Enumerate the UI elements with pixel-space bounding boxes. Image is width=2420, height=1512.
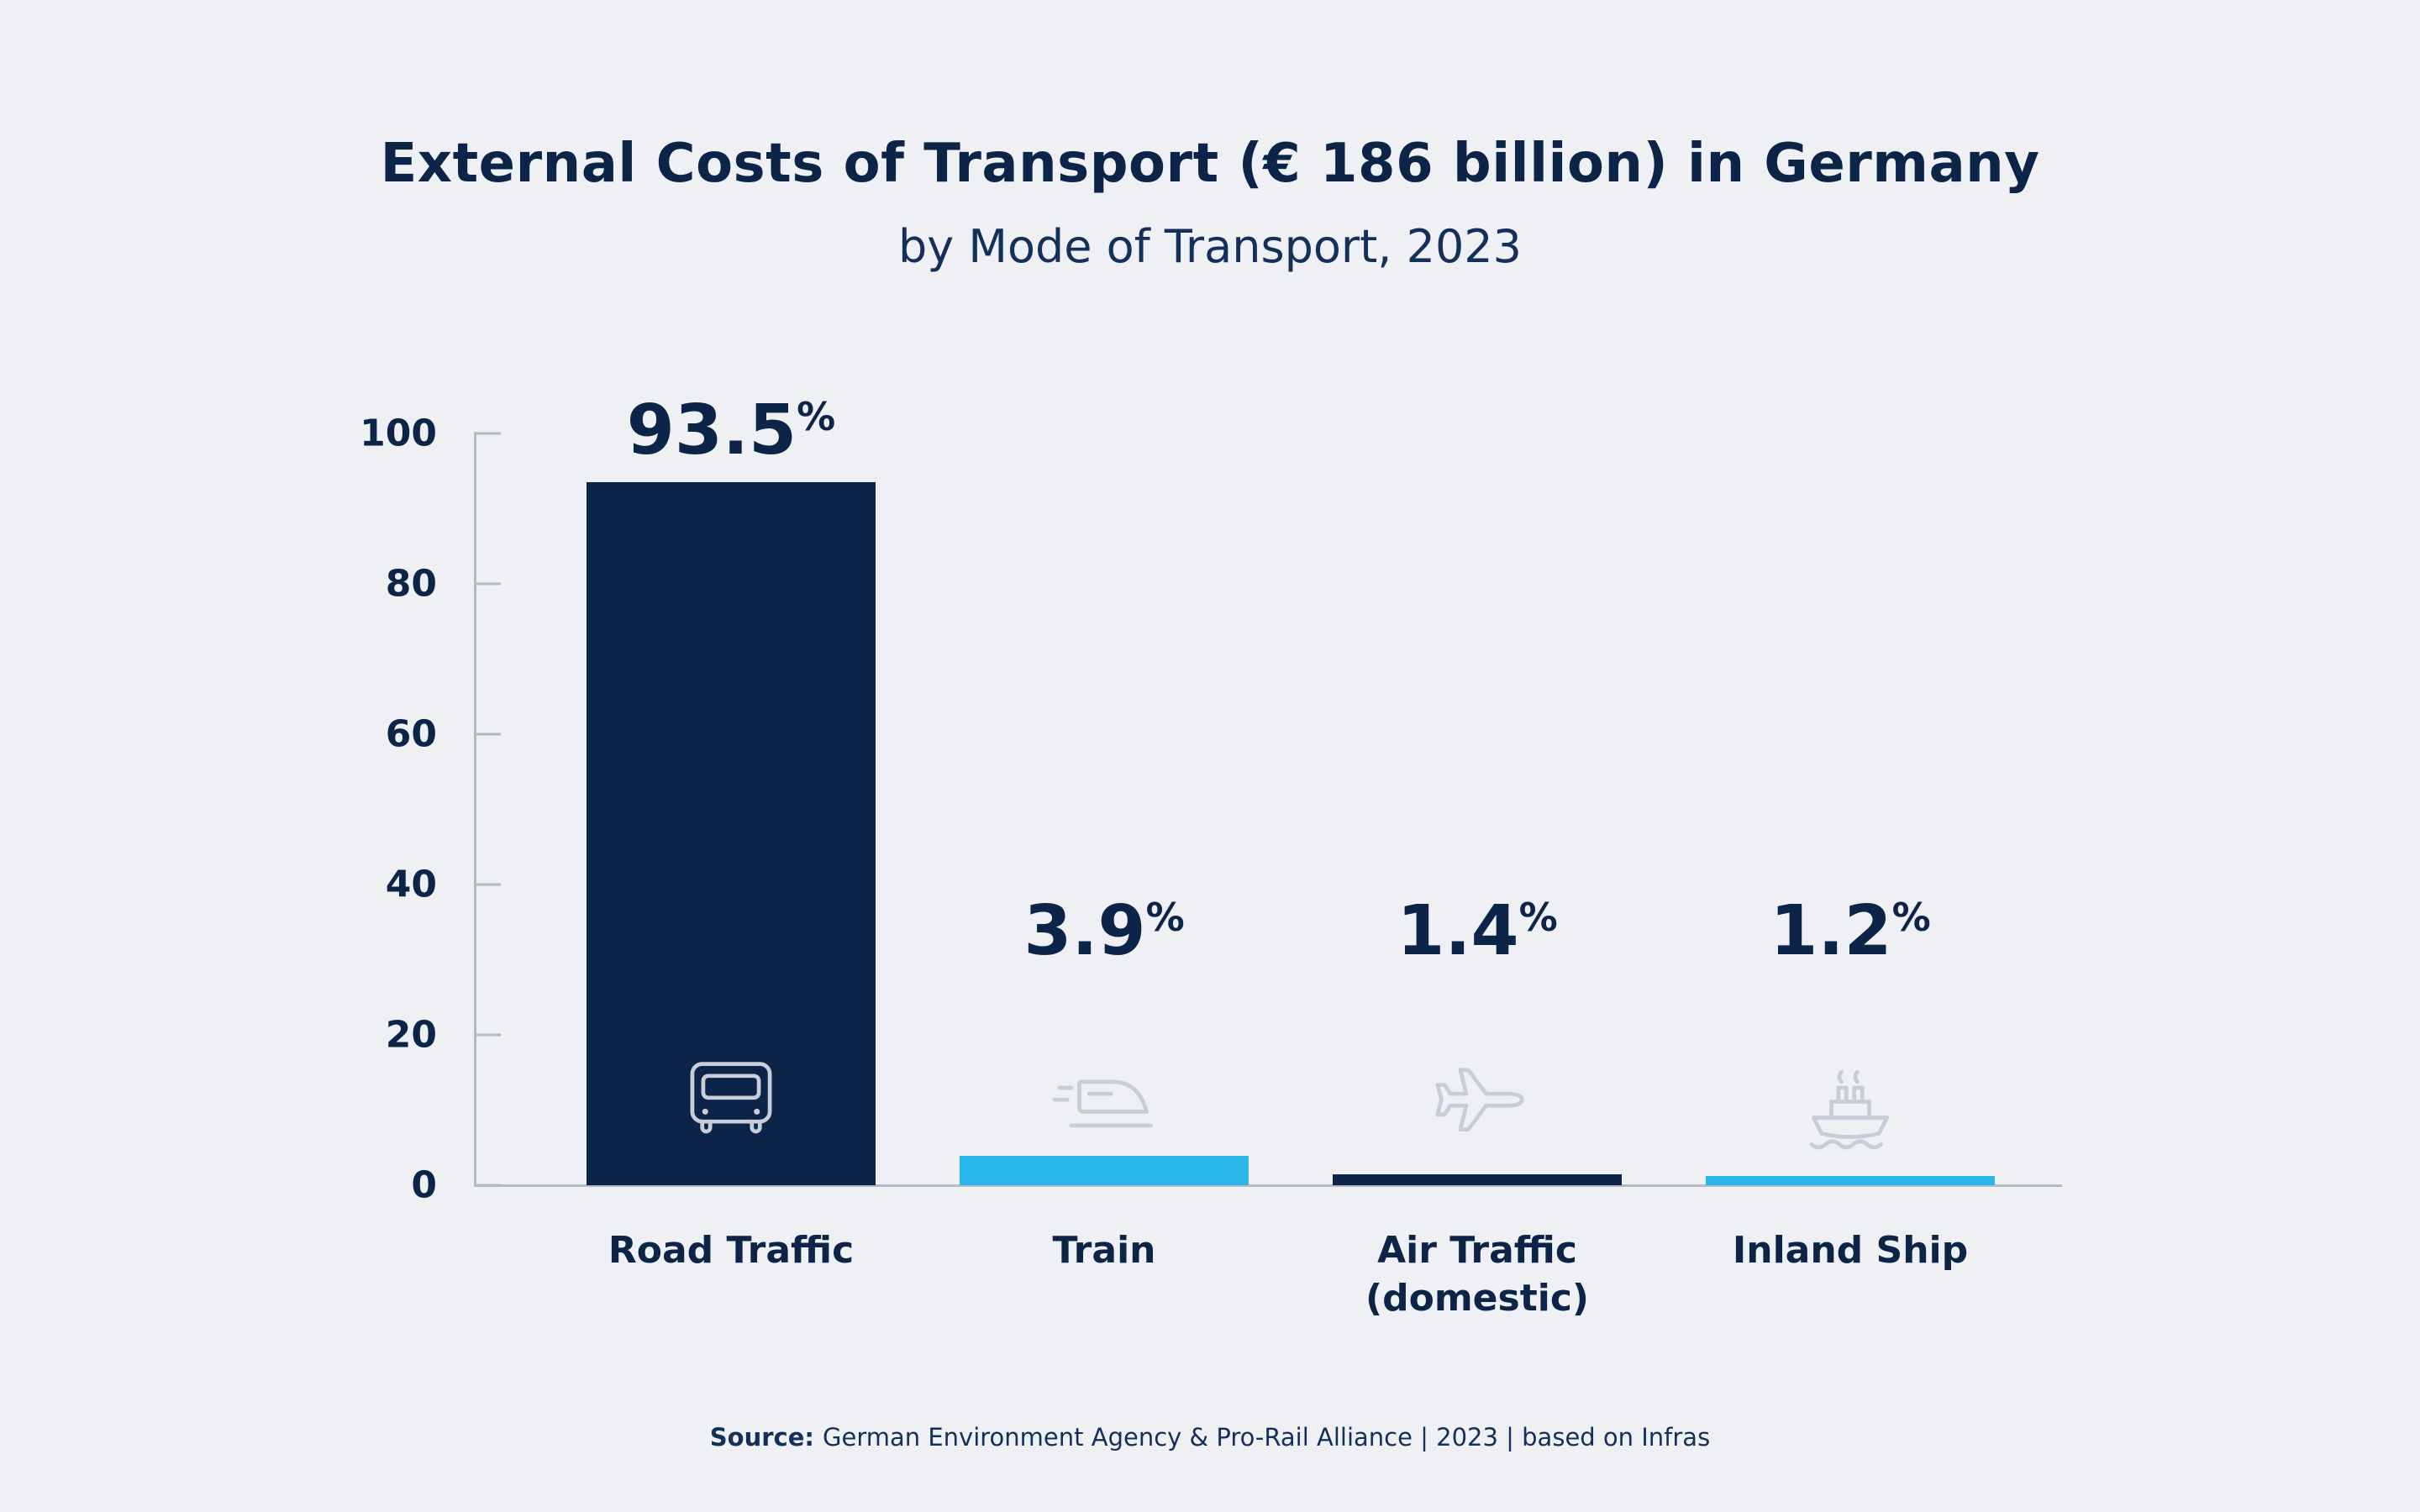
y-axis-tick: [474, 1033, 501, 1037]
percent-sign: %: [1518, 895, 1558, 940]
bar-category-label: Air Traffic (domestic): [1365, 1229, 1590, 1320]
y-axis-tick-label: 0: [411, 1163, 437, 1207]
value-label-train: 3.9%: [928, 897, 1281, 966]
source-line: Source: German Environment Agency & Pro-R…: [0, 1423, 2420, 1452]
y-axis-line: [474, 432, 476, 1187]
percent-sign: %: [797, 394, 836, 439]
bar-category-label: Road Traffic: [608, 1229, 855, 1272]
truck-icon: [676, 1044, 786, 1153]
y-axis-tick: [474, 582, 501, 585]
chart-subtitle: by Mode of Transport, 2023: [897, 220, 1523, 273]
bar-category-label: Train: [1052, 1229, 1156, 1272]
value-number: 93.5: [626, 391, 797, 470]
source-text: German Environment Agency & Pro-Rail All…: [823, 1423, 1711, 1452]
chart-title: External Costs of Transport (€ 186 billi…: [380, 133, 2040, 195]
value-number: 3.9: [1023, 891, 1146, 971]
bar-air-traffic: [1333, 1174, 1622, 1185]
percent-sign: %: [1891, 895, 1931, 940]
percent-sign: %: [1145, 895, 1185, 940]
plane-icon: [1423, 1044, 1532, 1153]
y-axis-tick-label: 60: [385, 712, 437, 756]
y-axis-tick: [474, 1184, 501, 1187]
bar-train: [960, 1156, 1249, 1185]
y-axis-tick-label: 20: [385, 1013, 437, 1057]
y-axis-tick-label: 100: [360, 412, 437, 455]
x-axis-line: [474, 1184, 2062, 1187]
y-axis-tick: [474, 732, 501, 736]
ship-icon: [1796, 1044, 1905, 1153]
bar-road-traffic: [587, 482, 876, 1185]
y-axis-tick-label: 40: [385, 863, 437, 906]
train-icon: [1050, 1044, 1159, 1153]
value-label-road-traffic: 93.5%: [555, 396, 908, 465]
value-number: 1.2: [1770, 891, 1892, 971]
y-axis-tick: [474, 432, 501, 435]
value-label-air-traffic: 1.4%: [1301, 897, 1654, 966]
value-label-inland-ship: 1.2%: [1674, 897, 2027, 966]
value-number: 1.4: [1397, 891, 1519, 971]
y-axis-tick-label: 80: [385, 562, 437, 606]
bar-inland-ship: [1706, 1176, 1995, 1185]
y-axis-tick: [474, 883, 501, 886]
source-label: Source:: [709, 1423, 814, 1452]
bar-category-label: Inland Ship: [1732, 1229, 1969, 1272]
